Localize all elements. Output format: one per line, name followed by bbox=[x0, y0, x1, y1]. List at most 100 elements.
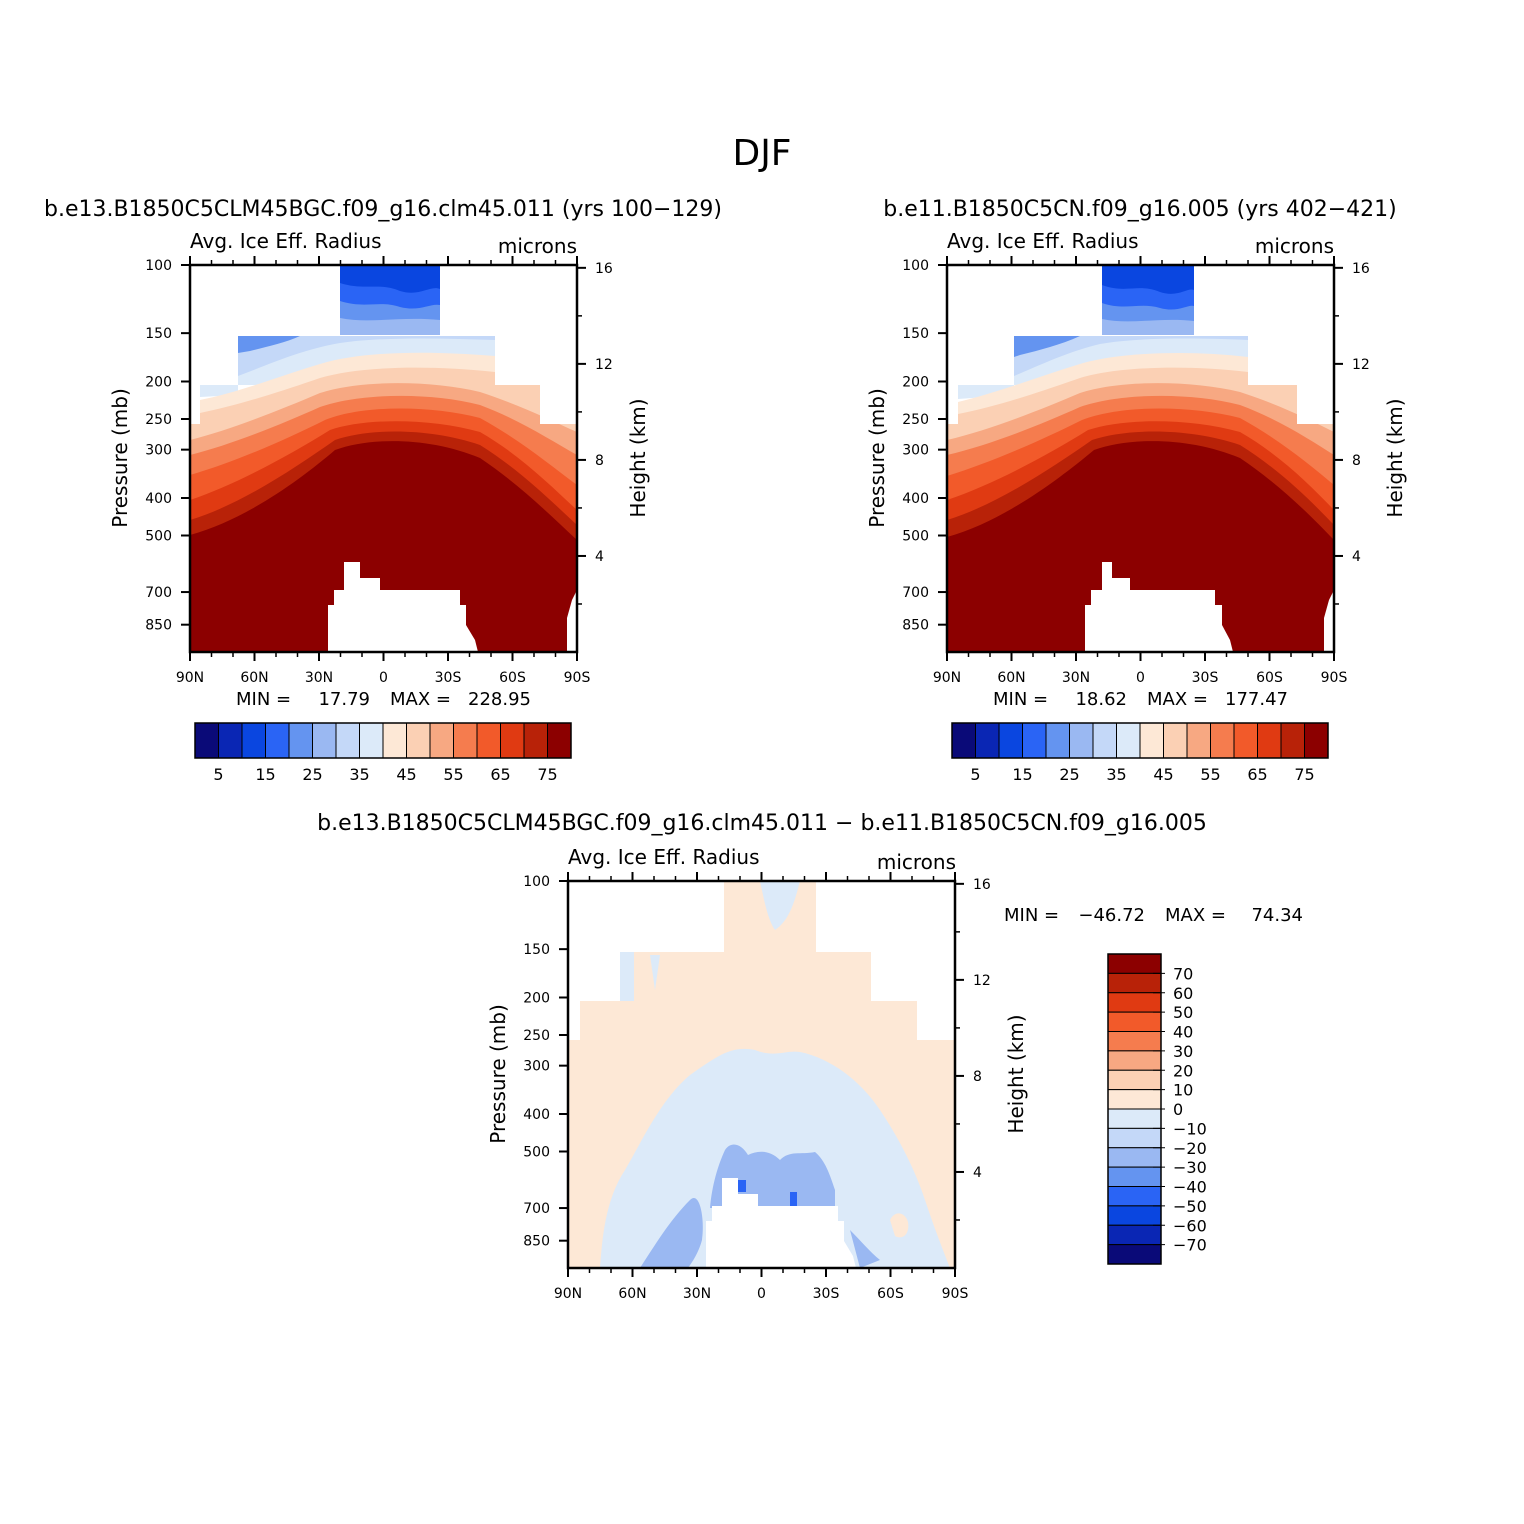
panel-a-max-label: MAX = bbox=[390, 689, 451, 710]
colorbar-label: −40 bbox=[1173, 1178, 1207, 1197]
panel-c-min-value: −46.72 bbox=[1078, 905, 1145, 926]
panel-a-units-label: microns bbox=[498, 234, 577, 258]
x-tick-label: 60N bbox=[997, 670, 1025, 686]
colorbar-label: −70 bbox=[1173, 1236, 1207, 1255]
x-tick-label: 30N bbox=[305, 670, 333, 686]
panel-b-band-18 bbox=[947, 441, 1334, 652]
colorbar-swatch bbox=[1107, 1050, 1162, 1071]
colorbar-swatch bbox=[1045, 722, 1070, 759]
x-tick-label: 60S bbox=[499, 670, 526, 686]
panel-c-max-label: MAX = bbox=[1165, 905, 1226, 926]
x-tick-label: 0 bbox=[1136, 670, 1145, 686]
panel-b-y-ticks: 100 150 200 250 300 400 500 700 850 16 12 8 4 bbox=[902, 258, 1370, 634]
panel-b-units-label: microns bbox=[1255, 234, 1334, 258]
pressure-tick-label: 200 bbox=[145, 374, 172, 390]
panel-b-gap-top-left bbox=[947, 265, 1102, 424]
colorbar-swatch bbox=[1280, 722, 1305, 759]
panel-a-gap-surface bbox=[328, 562, 478, 652]
panel-c-field bbox=[568, 881, 955, 1268]
colorbar-label: 5 bbox=[213, 765, 223, 784]
colorbar-swatch bbox=[998, 722, 1023, 759]
panel-b-band-6 bbox=[1014, 336, 1080, 357]
colorbar-swatch bbox=[194, 722, 219, 759]
panel-c-band-6 bbox=[710, 1144, 835, 1208]
panel-a-max-value: 228.95 bbox=[468, 689, 531, 710]
colorbar-label: 40 bbox=[1173, 1023, 1193, 1042]
x-tick-label: 90N bbox=[554, 1286, 582, 1302]
colorbar-label: 25 bbox=[1059, 765, 1079, 784]
height-tick-label: 8 bbox=[595, 453, 604, 469]
x-tick-label: 0 bbox=[757, 1286, 766, 1302]
colorbar-label: 30 bbox=[1173, 1042, 1193, 1061]
x-tick-label: 30N bbox=[683, 1286, 711, 1302]
pressure-tick-label: 850 bbox=[145, 618, 172, 634]
colorbar-swatch bbox=[1233, 722, 1258, 759]
colorbar-swatch bbox=[1107, 992, 1162, 1013]
panel-model-a: b.e13.B1850C5CLM45BGC.f09_g16.clm45.011 … bbox=[44, 197, 722, 784]
height-tick-label: 8 bbox=[973, 1069, 982, 1085]
height-tick-label: 4 bbox=[1352, 549, 1361, 565]
colorbar-label: −50 bbox=[1173, 1197, 1207, 1216]
panel-b-max-value: 177.47 bbox=[1225, 689, 1288, 710]
colorbar-swatch bbox=[547, 722, 572, 759]
colorbar-label: 25 bbox=[302, 765, 322, 784]
colorbar-label: 65 bbox=[490, 765, 510, 784]
panel-a-field-label: Avg. Ice Eff. Radius bbox=[190, 229, 382, 253]
colorbar-swatch bbox=[1022, 722, 1047, 759]
colorbar-label: 55 bbox=[443, 765, 463, 784]
colorbar-label: 70 bbox=[1173, 964, 1193, 983]
panel-b-band-4 bbox=[1102, 319, 1194, 335]
colorbar-swatch bbox=[1107, 972, 1162, 994]
colorbar-swatch bbox=[1163, 722, 1188, 759]
panel-b-x-ticks: 90N 60N 30N 0 30S 60S 90S bbox=[933, 256, 1347, 686]
colorbar-swatch bbox=[1107, 1011, 1162, 1032]
pressure-tick-label: 300 bbox=[523, 1059, 550, 1075]
x-tick-label: 60S bbox=[1256, 670, 1283, 686]
colorbar-swatch bbox=[1116, 722, 1141, 759]
x-tick-label: 30S bbox=[435, 670, 462, 686]
panel-a-colorbar: 5 15 25 35 45 55 65 75 bbox=[194, 722, 572, 784]
pressure-tick-label: 400 bbox=[902, 491, 929, 507]
panel-a-gap-top-left bbox=[190, 265, 340, 424]
x-tick-label: 30S bbox=[1192, 670, 1219, 686]
panel-b-field-label: Avg. Ice Eff. Radius bbox=[947, 229, 1139, 253]
x-tick-label: 90S bbox=[942, 1286, 969, 1302]
panel-b-colorbar: 5 15 25 35 45 55 65 75 bbox=[951, 722, 1329, 784]
colorbar-swatch bbox=[1107, 1244, 1162, 1265]
panel-c-ylabel-right: Height (km) bbox=[1004, 1014, 1028, 1133]
height-tick-label: 4 bbox=[595, 549, 604, 565]
colorbar-swatch bbox=[1107, 1031, 1162, 1052]
colorbar-swatch bbox=[1257, 722, 1282, 759]
colorbar-swatch bbox=[1186, 722, 1211, 759]
panel-a-gap-right bbox=[567, 590, 577, 652]
panel-c-band-11 bbox=[790, 1192, 797, 1207]
colorbar-swatch bbox=[523, 722, 548, 759]
pressure-tick-label: 850 bbox=[523, 1234, 550, 1250]
panel-c-x-ticks: 90N 60N 30N 0 30S 60S 90S bbox=[554, 872, 969, 1302]
colorbar-label: 45 bbox=[1153, 765, 1173, 784]
colorbar-label: 75 bbox=[1294, 765, 1314, 784]
pressure-tick-label: 100 bbox=[523, 874, 550, 890]
panel-c-band-9 bbox=[890, 1213, 909, 1238]
x-tick-label: 90N bbox=[176, 670, 204, 686]
panel-a-gap-top-right bbox=[440, 265, 577, 424]
colorbar-swatch bbox=[453, 722, 478, 759]
colorbar-swatch bbox=[1107, 1186, 1162, 1207]
panel-c-y-ticks: 100 150 200 250 300 400 500 700 850 16 12 8 4 bbox=[523, 874, 991, 1250]
colorbar-swatch bbox=[312, 722, 337, 759]
pressure-tick-label: 300 bbox=[902, 443, 929, 459]
colorbar-label: 35 bbox=[1106, 765, 1126, 784]
colorbar-swatch bbox=[1069, 722, 1094, 759]
pressure-tick-label: 200 bbox=[902, 374, 929, 390]
pressure-tick-label: 250 bbox=[902, 412, 929, 428]
colorbar-swatch bbox=[975, 722, 1000, 759]
panel-c-units-label: microns bbox=[877, 850, 956, 874]
colorbar-swatch bbox=[1210, 722, 1235, 759]
colorbar-swatch bbox=[1107, 953, 1162, 974]
pressure-tick-label: 400 bbox=[145, 491, 172, 507]
panel-c-band-7 bbox=[640, 1198, 703, 1268]
panel-a-min-label: MIN = bbox=[236, 689, 291, 710]
x-tick-label: 90S bbox=[564, 670, 591, 686]
panel-c-gap-top-left bbox=[568, 881, 724, 1040]
